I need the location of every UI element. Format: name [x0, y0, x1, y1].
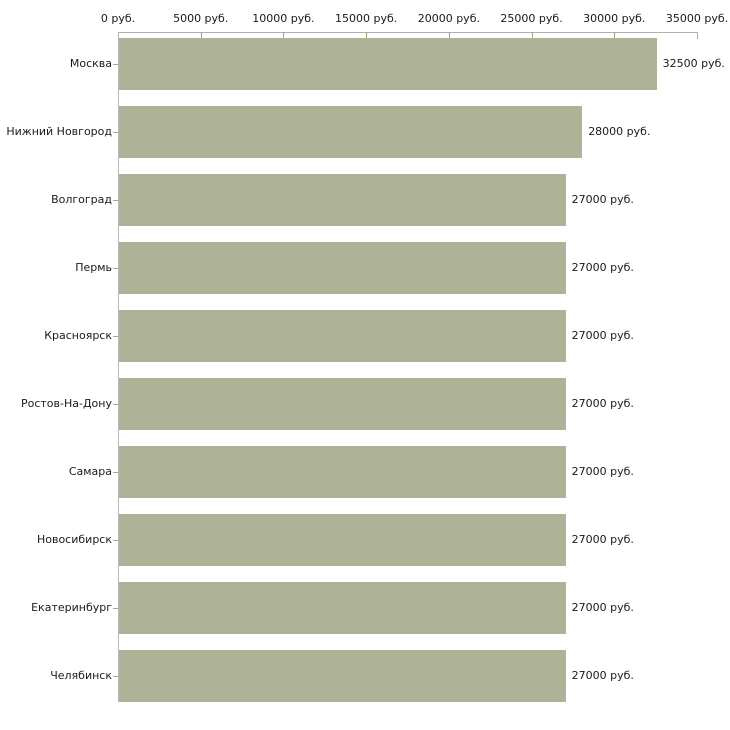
x-axis-tick	[614, 32, 616, 38]
bar[interactable]	[119, 242, 566, 294]
category-label: Красноярск	[44, 329, 112, 342]
x-axis-tick-label: 10000 руб.	[252, 12, 315, 25]
category-label: Новосибирск	[36, 533, 112, 546]
y-axis-tick	[113, 268, 118, 269]
category-label: Нижний Новгород	[6, 125, 112, 138]
category-label: Екатеринбург	[31, 601, 112, 614]
bar-value-label: 27000 руб.	[571, 261, 634, 274]
bar-value-label: 27000 руб.	[571, 397, 634, 410]
x-axis-tick-label: 20000 руб.	[417, 12, 480, 25]
y-axis-tick	[113, 540, 118, 541]
bar-value-label: 27000 руб.	[571, 533, 634, 546]
x-axis-line	[118, 32, 697, 33]
bar[interactable]	[119, 650, 566, 702]
x-axis-tick	[200, 32, 202, 38]
y-axis-line	[118, 32, 119, 702]
bar-value-label: 27000 руб.	[571, 329, 634, 342]
bar-row: Пермь 27000 руб.	[0, 242, 730, 294]
y-axis-tick	[113, 404, 118, 405]
x-axis-tick-label: 30000 руб.	[583, 12, 646, 25]
bar-row: Новосибирск 27000 руб.	[0, 514, 730, 566]
bar[interactable]	[119, 514, 566, 566]
category-label: Ростов-На-Дону	[20, 397, 112, 410]
y-axis-tick	[113, 608, 118, 609]
y-axis-tick	[113, 336, 118, 337]
bar-value-label: 28000 руб.	[588, 125, 651, 138]
bar-value-label: 32500 руб.	[662, 57, 725, 70]
x-axis-tick-label: 25000 руб.	[500, 12, 563, 25]
x-axis-tick	[697, 32, 698, 39]
bar-row: Ростов-На-Дону 27000 руб.	[0, 378, 730, 430]
category-label: Волгоград	[51, 193, 112, 206]
y-axis-tick	[113, 200, 118, 201]
category-label: Самара	[68, 465, 112, 478]
bar[interactable]	[119, 310, 566, 362]
y-axis-tick	[113, 472, 118, 473]
bar-row: Челябинск 27000 руб.	[0, 650, 730, 702]
category-label: Москва	[69, 57, 112, 70]
bar-row: Нижний Новгород 28000 руб.	[0, 106, 730, 158]
bar[interactable]	[119, 38, 657, 90]
category-label: Пермь	[75, 261, 112, 274]
bar-row: Самара 27000 руб.	[0, 446, 730, 498]
bar[interactable]	[119, 174, 566, 226]
bar-row: Волгоград 27000 руб.	[0, 174, 730, 226]
bar-value-label: 27000 руб.	[571, 601, 634, 614]
x-axis-tick-label: 35000 руб.	[665, 12, 729, 25]
category-label: Челябинск	[50, 669, 112, 682]
y-axis-tick	[113, 132, 118, 133]
bar[interactable]	[119, 582, 566, 634]
bar-row: Красноярск 27000 руб.	[0, 310, 730, 362]
x-axis-tick	[283, 32, 285, 38]
x-axis-tick	[366, 32, 368, 38]
bar-value-label: 27000 руб.	[571, 465, 634, 478]
bar[interactable]	[119, 378, 566, 430]
bar[interactable]	[119, 106, 583, 158]
bar-value-label: 27000 руб.	[571, 193, 634, 206]
bar-row: Москва 32500 руб.	[0, 38, 730, 90]
x-axis-tick-label: 5000 руб.	[173, 12, 229, 25]
bar-row: Екатеринбург 27000 руб.	[0, 582, 730, 634]
bar[interactable]	[119, 446, 566, 498]
x-axis-tick-label: 0 руб.	[100, 12, 136, 25]
x-axis-tick	[531, 32, 533, 38]
bar-value-label: 27000 руб.	[571, 669, 634, 682]
y-axis-tick	[113, 676, 118, 677]
x-axis-tick	[448, 32, 450, 38]
y-axis-tick	[113, 64, 118, 65]
x-axis-tick-label: 15000 руб.	[335, 12, 398, 25]
